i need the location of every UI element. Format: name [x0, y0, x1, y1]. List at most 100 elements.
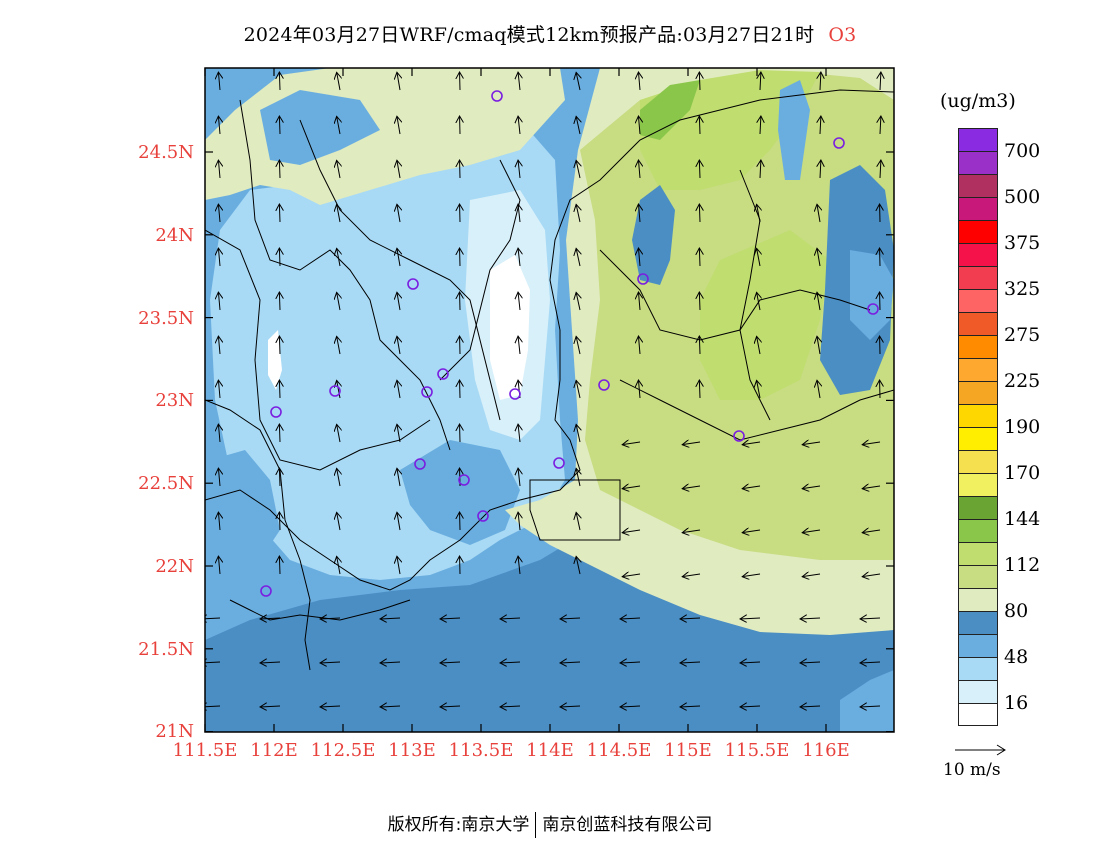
- field-blue-mid-se: [840, 670, 894, 732]
- legend-swatch: [958, 358, 998, 381]
- station-marker: [491, 90, 503, 102]
- wind-vector: [518, 336, 520, 355]
- wind-vector: [638, 380, 640, 399]
- legend-swatch: [958, 680, 998, 703]
- legend-swatch: [958, 519, 998, 542]
- legend-swatch: [958, 565, 998, 588]
- wind-vector: [279, 204, 280, 223]
- wind-vector: [337, 336, 340, 355]
- wind-vector: [337, 292, 340, 311]
- wind-vector: [622, 530, 641, 533]
- legend-swatch: [958, 128, 998, 151]
- wind-vector: [576, 72, 580, 91]
- admin-boundaries: [205, 89, 894, 671]
- lat-label: 22N: [155, 556, 194, 577]
- wind-vector: [757, 204, 760, 223]
- wind-vector: [397, 72, 400, 91]
- wind-vector: [800, 618, 821, 619]
- wind-vector: [397, 556, 400, 575]
- city-boundary: [205, 229, 431, 471]
- wind-vector: [576, 468, 580, 487]
- legend-swatch: [958, 611, 998, 634]
- wind-vector: [860, 662, 881, 663]
- wind-vector: [760, 160, 761, 179]
- coastline-boundary: [205, 89, 894, 591]
- legend-swatch: [958, 473, 998, 496]
- wind-vector: [397, 116, 400, 135]
- wind-vector: [337, 380, 340, 399]
- wind-vector: [880, 72, 881, 91]
- wind-vector: [680, 662, 701, 663]
- wind-vector: [260, 706, 281, 707]
- legend-swatch: [958, 335, 998, 358]
- lon-label: 113.5E: [448, 740, 514, 761]
- wind-vector: [337, 468, 340, 487]
- wind-vector: [397, 468, 400, 487]
- legend-swatch: [958, 496, 998, 519]
- wind-vector: [279, 512, 280, 531]
- wind-vector: [440, 618, 461, 619]
- city-boundary: [239, 99, 451, 451]
- wind-vector: [682, 530, 701, 533]
- station-marker: [598, 379, 610, 391]
- legend-swatch: [958, 289, 998, 312]
- wind-vector: [380, 706, 401, 707]
- wind-vector: [742, 574, 761, 577]
- legend-unit: (ug/m3): [940, 90, 1016, 112]
- wind-vector: [337, 204, 340, 223]
- field-blue-mid-patch: [400, 440, 520, 545]
- legend-swatch: [958, 634, 998, 657]
- wind-vector: [820, 116, 821, 135]
- wind-vector: [620, 618, 641, 619]
- station-marker: [637, 273, 649, 285]
- legend-label: 112: [1004, 554, 1041, 576]
- wind-vector: [260, 662, 281, 663]
- wind-vector: [440, 706, 461, 707]
- legend-swatch: [958, 542, 998, 565]
- monitoring-stations: [260, 90, 879, 597]
- lat-label: 24.5N: [138, 142, 194, 163]
- lon-label: 114E: [526, 740, 574, 761]
- lat-label: 21N: [155, 721, 194, 742]
- legend-swatch: [958, 588, 998, 611]
- wind-vector: [560, 618, 581, 619]
- wind-vector: [576, 380, 580, 399]
- station-marker: [421, 386, 433, 398]
- lon-label: 112E: [250, 740, 298, 761]
- wind-vector: [500, 662, 521, 663]
- island-outline: [299, 559, 311, 671]
- wind-vector: [802, 486, 821, 489]
- legend-label: 325: [1004, 278, 1041, 300]
- wind-vector: [817, 336, 820, 355]
- wind-vector: [500, 706, 521, 707]
- wind-vector: [500, 618, 521, 619]
- wind-vector: [279, 160, 280, 179]
- station-marker: [553, 457, 565, 469]
- legend-swatch: [958, 197, 998, 220]
- wind-vector: [397, 424, 400, 443]
- wind-vector: [518, 292, 520, 311]
- wind-vector: [820, 160, 821, 179]
- wind-vector: [680, 706, 701, 707]
- reference-vector-arrow: [955, 744, 1006, 756]
- legend-label: 144: [1004, 508, 1041, 530]
- wind-vector: [860, 706, 881, 707]
- station-marker: [260, 585, 272, 597]
- wind-vector: [576, 248, 580, 267]
- lon-label: 115.5E: [724, 740, 790, 761]
- legend-label: 375: [1004, 232, 1041, 254]
- wind-vector: [518, 424, 520, 443]
- copyright-separator: [535, 812, 537, 838]
- wind-vector: [337, 116, 340, 135]
- station-marker: [329, 385, 341, 397]
- wind-vector: [518, 204, 520, 223]
- wind-vector: [279, 336, 280, 355]
- wind-vector: [699, 160, 700, 179]
- wind-vector: [800, 662, 821, 663]
- wind-vector: [638, 72, 640, 91]
- wind-vector: [518, 116, 520, 135]
- lon-label: 114.5E: [586, 740, 652, 761]
- station-marker: [477, 510, 489, 522]
- wind-vector: [638, 292, 640, 311]
- wind-vector: [880, 116, 881, 135]
